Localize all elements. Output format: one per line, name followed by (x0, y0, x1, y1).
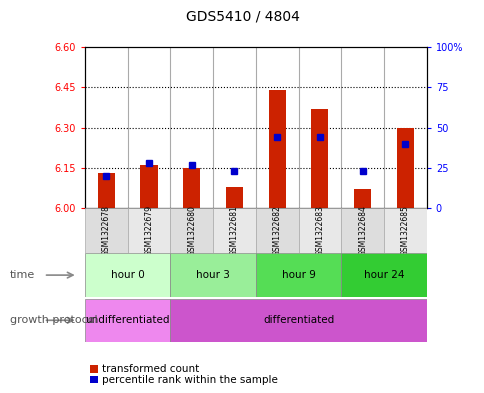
Bar (170, 208, 212, 253)
Text: transformed count: transformed count (102, 364, 199, 374)
Bar (212, 208, 256, 253)
Text: GSM1322684: GSM1322684 (358, 206, 366, 256)
Bar (183, 168, 200, 208)
Text: percentile rank within the sample: percentile rank within the sample (102, 375, 277, 385)
Bar (170, 253, 256, 297)
Text: time: time (10, 270, 35, 280)
Bar (85, 299, 170, 342)
Bar (85, 253, 170, 297)
Text: differentiated: differentiated (262, 315, 333, 325)
Bar (341, 253, 426, 297)
Text: GDS5410 / 4804: GDS5410 / 4804 (185, 9, 299, 24)
Bar (170, 299, 426, 342)
Bar (127, 208, 170, 253)
Bar (268, 90, 285, 208)
Text: GSM1322678: GSM1322678 (102, 206, 110, 256)
Text: hour 0: hour 0 (110, 270, 144, 280)
Text: hour 24: hour 24 (363, 270, 404, 280)
Text: undifferentiated: undifferentiated (85, 315, 169, 325)
Text: hour 9: hour 9 (281, 270, 315, 280)
Text: GSM1322683: GSM1322683 (315, 206, 324, 256)
Bar (226, 187, 242, 208)
Bar (85, 208, 127, 253)
Text: growth protocol: growth protocol (10, 315, 97, 325)
Bar (311, 109, 328, 208)
Text: GSM1322679: GSM1322679 (144, 206, 153, 256)
Text: GSM1322685: GSM1322685 (400, 206, 409, 256)
Bar (298, 208, 341, 253)
Bar (341, 208, 383, 253)
Bar (383, 208, 426, 253)
Text: GSM1322680: GSM1322680 (187, 206, 196, 256)
Bar (396, 128, 413, 208)
Text: GSM1322682: GSM1322682 (272, 206, 281, 256)
Bar (140, 165, 157, 208)
Bar (256, 208, 298, 253)
Bar (256, 253, 341, 297)
Text: GSM1322681: GSM1322681 (229, 206, 239, 256)
Text: hour 3: hour 3 (196, 270, 229, 280)
Bar (353, 189, 370, 208)
Bar (97, 173, 115, 208)
